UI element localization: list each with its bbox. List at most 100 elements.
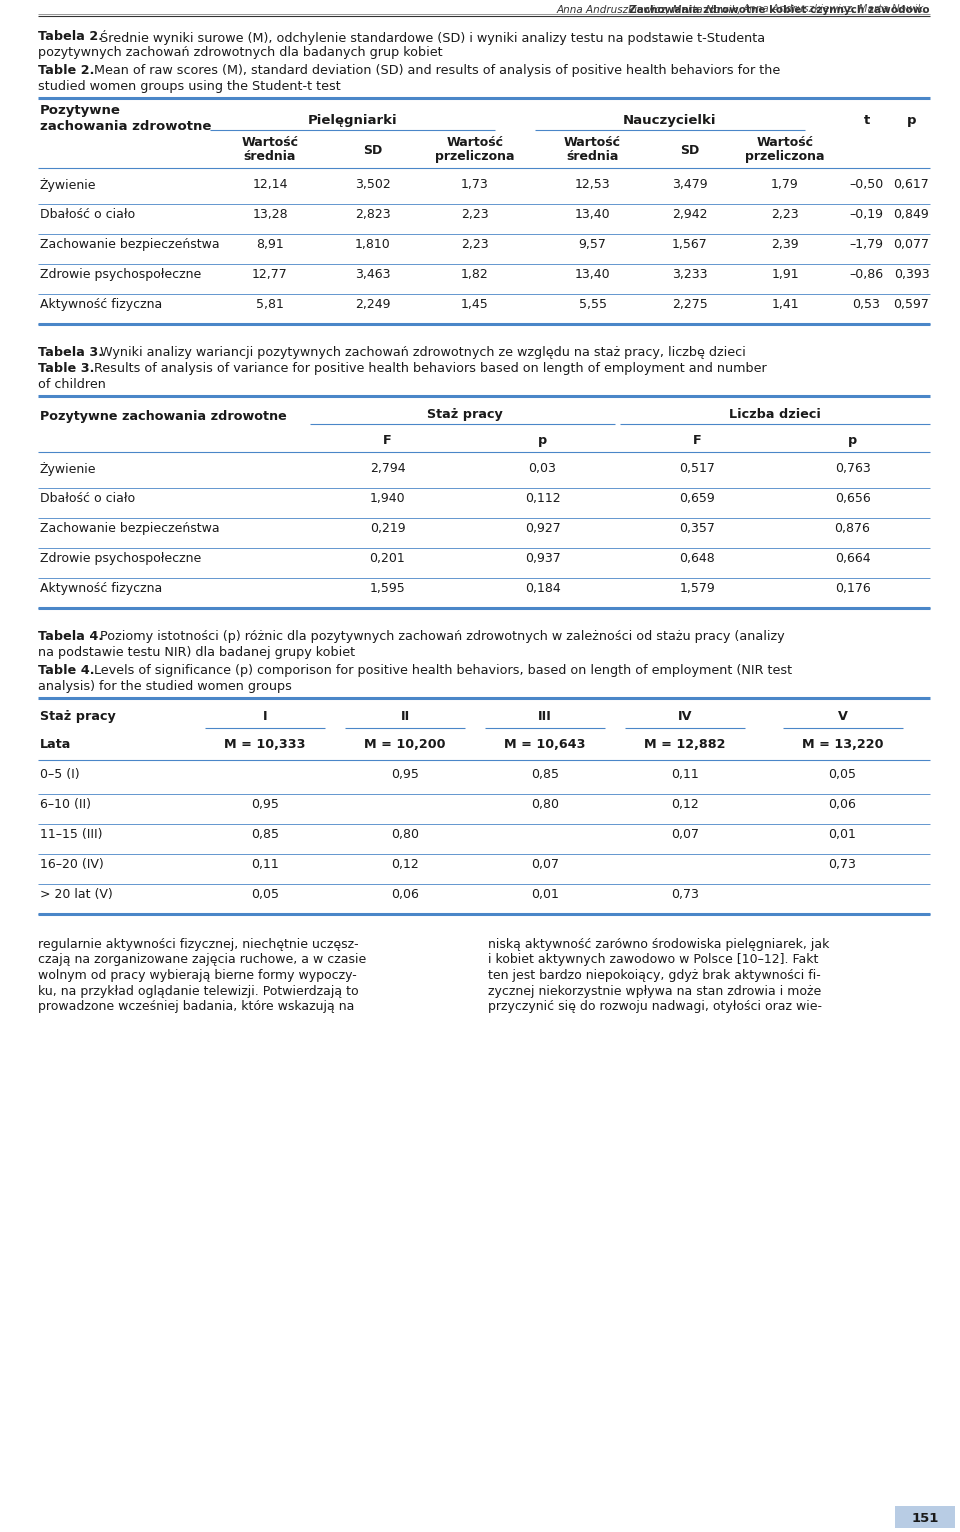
Text: 0,077: 0,077 — [894, 237, 929, 251]
Text: 0,07: 0,07 — [531, 858, 559, 872]
Text: Wartość: Wartość — [242, 136, 299, 149]
Text: IV: IV — [678, 709, 692, 723]
Text: 0,648: 0,648 — [680, 552, 715, 565]
Text: 0,393: 0,393 — [894, 268, 929, 280]
Text: pozytywnych zachowań zdrowotnych dla badanych grup kobiet: pozytywnych zachowań zdrowotnych dla bad… — [38, 46, 443, 60]
Text: Dbałość o ciało: Dbałość o ciało — [40, 492, 135, 506]
Text: 0,05: 0,05 — [828, 768, 856, 781]
Text: 0,03: 0,03 — [529, 463, 557, 475]
Text: t: t — [863, 113, 870, 127]
Text: 5,81: 5,81 — [256, 299, 284, 311]
Text: M = 13,220: M = 13,220 — [802, 738, 883, 751]
Text: 0,659: 0,659 — [680, 492, 715, 506]
Text: Liczba dzieci: Liczba dzieci — [729, 408, 821, 421]
Text: Levels of significance (p) comporison for positive health behaviors, based on le: Levels of significance (p) comporison fo… — [90, 663, 792, 677]
Text: 0,176: 0,176 — [834, 582, 871, 594]
Text: 0,112: 0,112 — [525, 492, 561, 506]
Text: Staż pracy: Staż pracy — [40, 709, 116, 723]
Text: 12,53: 12,53 — [575, 178, 611, 192]
Text: 11–15 (III): 11–15 (III) — [40, 827, 103, 841]
Text: 8,91: 8,91 — [256, 237, 284, 251]
Text: Wartość: Wartość — [446, 136, 503, 149]
Text: 3,502: 3,502 — [354, 178, 391, 192]
Text: studied women groups using the Student-t test: studied women groups using the Student-t… — [38, 80, 341, 93]
Text: 0,517: 0,517 — [680, 463, 715, 475]
Text: ku, na przykład oglądanie telewizji. Potwierdzają to: ku, na przykład oglądanie telewizji. Pot… — [38, 985, 359, 997]
Text: na podstawie testu NIR) dla badanej grupy kobiet: na podstawie testu NIR) dla badanej grup… — [38, 647, 355, 659]
Text: Table 3.: Table 3. — [38, 362, 94, 375]
Text: Poziomy istotności (p) różnic dla pozytywnych zachowań zdrowotnych w zależności : Poziomy istotności (p) różnic dla pozyty… — [96, 630, 784, 643]
Text: 0,06: 0,06 — [828, 798, 856, 810]
Text: 0,85: 0,85 — [531, 768, 559, 781]
Text: 0,95: 0,95 — [391, 768, 419, 781]
Text: 2,823: 2,823 — [354, 208, 391, 221]
Text: 2,942: 2,942 — [672, 208, 708, 221]
Text: zycznej niekorzystnie wpływa na stan zdrowia i może: zycznej niekorzystnie wpływa na stan zdr… — [488, 985, 821, 997]
Text: 13,40: 13,40 — [575, 208, 611, 221]
Text: 0,53: 0,53 — [852, 299, 880, 311]
Text: 12,14: 12,14 — [252, 178, 288, 192]
Text: Results of analysis of variance for positive health behaviors based on length of: Results of analysis of variance for posi… — [90, 362, 767, 375]
Text: 0,849: 0,849 — [894, 208, 929, 221]
Text: 0–5 (I): 0–5 (I) — [40, 768, 80, 781]
Text: regularnie aktywności fizycznej, niechętnie uczęsz-: regularnie aktywności fizycznej, niechęt… — [38, 938, 359, 951]
Text: F: F — [383, 434, 392, 447]
Text: Lata: Lata — [40, 738, 71, 751]
Text: prowadzone wcześniej badania, które wskazują na: prowadzone wcześniej badania, które wska… — [38, 1000, 354, 1013]
Text: Anna Andruszkiewicz, Marta Nowik,: Anna Andruszkiewicz, Marta Nowik, — [557, 5, 745, 15]
Text: III: III — [538, 709, 552, 723]
Text: 2,23: 2,23 — [771, 208, 799, 221]
Text: F: F — [693, 434, 702, 447]
Text: 0,95: 0,95 — [252, 798, 279, 810]
Text: 6–10 (II): 6–10 (II) — [40, 798, 91, 810]
Text: Zachowanie bezpieczeństwa: Zachowanie bezpieczeństwa — [40, 237, 220, 251]
Text: p: p — [538, 434, 547, 447]
Text: Żywienie: Żywienie — [40, 178, 97, 192]
Text: 0,219: 0,219 — [370, 522, 405, 535]
Text: Staż pracy: Staż pracy — [427, 408, 503, 421]
Text: 0,763: 0,763 — [834, 463, 871, 475]
Text: Mean of raw scores (M), standard deviation (SD) and results of analysis of posit: Mean of raw scores (M), standard deviati… — [90, 64, 780, 77]
Text: 16–20 (IV): 16–20 (IV) — [40, 858, 104, 872]
Text: p: p — [848, 434, 857, 447]
Text: Pozytywne: Pozytywne — [40, 104, 121, 116]
Text: przeliczona: przeliczona — [435, 150, 515, 162]
Text: średnia: średnia — [244, 150, 297, 162]
Text: –0,86: –0,86 — [850, 268, 883, 280]
Text: ten jest bardzo niepokoiący, gdyż brak aktywności fi-: ten jest bardzo niepokoiący, gdyż brak a… — [488, 970, 821, 982]
Text: 2,249: 2,249 — [355, 299, 391, 311]
Text: analysis) for the studied women groups: analysis) for the studied women groups — [38, 680, 292, 692]
Text: i kobiet aktywnych zawodowo w Polsce [10–12]. Fakt: i kobiet aktywnych zawodowo w Polsce [10… — [488, 953, 818, 967]
Text: 1,82: 1,82 — [461, 268, 489, 280]
Text: M = 12,882: M = 12,882 — [644, 738, 726, 751]
Text: 0,201: 0,201 — [370, 552, 405, 565]
Text: Pielęgniarki: Pielęgniarki — [308, 113, 397, 127]
Text: –1,79: –1,79 — [850, 237, 883, 251]
Text: > 20 lat (V): > 20 lat (V) — [40, 889, 112, 901]
Text: 0,07: 0,07 — [671, 827, 699, 841]
Text: 0,357: 0,357 — [680, 522, 715, 535]
Text: 0,01: 0,01 — [828, 827, 856, 841]
Text: –0,50: –0,50 — [850, 178, 883, 192]
Text: 5,55: 5,55 — [579, 299, 607, 311]
Text: 1,79: 1,79 — [771, 178, 799, 192]
Text: 0,11: 0,11 — [671, 768, 699, 781]
Text: zachowania zdrowotne: zachowania zdrowotne — [40, 119, 211, 133]
Text: SD: SD — [681, 144, 700, 156]
Text: Tabela 2.: Tabela 2. — [38, 31, 103, 43]
Text: 3,233: 3,233 — [672, 268, 708, 280]
Text: 2,275: 2,275 — [672, 299, 708, 311]
Text: 0,876: 0,876 — [834, 522, 871, 535]
Text: 0,05: 0,05 — [251, 889, 279, 901]
Text: 2,39: 2,39 — [771, 237, 799, 251]
Text: 0,06: 0,06 — [391, 889, 419, 901]
Text: II: II — [400, 709, 410, 723]
Text: 0,597: 0,597 — [894, 299, 929, 311]
Text: 0,12: 0,12 — [671, 798, 699, 810]
Text: M = 10,333: M = 10,333 — [225, 738, 305, 751]
Text: Anna Andruszkiewicz, Marta Nowik,: Anna Andruszkiewicz, Marta Nowik, — [742, 5, 930, 14]
Text: Zdrowie psychospołeczne: Zdrowie psychospołeczne — [40, 268, 202, 280]
Text: 1,567: 1,567 — [672, 237, 708, 251]
Text: 1,73: 1,73 — [461, 178, 489, 192]
Text: 0,11: 0,11 — [252, 858, 278, 872]
